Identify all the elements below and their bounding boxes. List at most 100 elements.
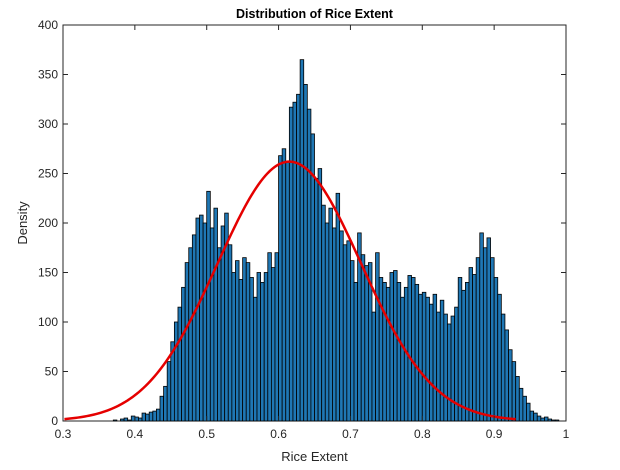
histogram-bar bbox=[285, 161, 290, 422]
histogram-bar bbox=[468, 267, 473, 422]
histogram-bar bbox=[112, 419, 118, 422]
y-tick-label: 150 bbox=[38, 266, 58, 280]
histogram-bar bbox=[123, 417, 129, 422]
histogram-bar bbox=[141, 412, 147, 422]
histogram-bar bbox=[504, 329, 509, 422]
histogram-bar bbox=[518, 387, 524, 422]
histogram-bar bbox=[163, 385, 168, 422]
histogram-bar bbox=[148, 411, 154, 422]
histogram-bar bbox=[429, 303, 434, 422]
histogram-bar bbox=[475, 257, 481, 422]
histogram-bar bbox=[278, 155, 283, 422]
histogram-bar bbox=[321, 204, 326, 422]
histogram-bar bbox=[400, 296, 405, 422]
histogram-bar bbox=[382, 281, 387, 422]
y-axis-label: Density bbox=[15, 201, 30, 245]
x-tick-label: 1 bbox=[563, 427, 570, 441]
histogram-bar bbox=[296, 93, 301, 422]
histogram-bar bbox=[184, 262, 190, 422]
histogram-bar bbox=[303, 84, 308, 422]
y-tick-label: 50 bbox=[45, 365, 59, 379]
x-tick-label: 0.4 bbox=[127, 427, 144, 441]
y-tick-label: 300 bbox=[38, 117, 58, 131]
histogram-bar bbox=[335, 192, 341, 422]
histogram-bar bbox=[324, 222, 330, 422]
x-tick-label: 0.5 bbox=[198, 427, 215, 441]
histogram-bar bbox=[120, 418, 125, 422]
histogram-bar bbox=[202, 222, 208, 422]
histogram-bar bbox=[263, 272, 269, 422]
histogram-bar bbox=[339, 230, 344, 422]
histogram-bar bbox=[490, 257, 495, 422]
histogram-bar bbox=[152, 410, 157, 422]
histogram-bar bbox=[227, 244, 233, 422]
histogram-bar bbox=[281, 148, 287, 422]
histogram-bar bbox=[299, 59, 305, 422]
histogram-bar bbox=[389, 272, 394, 422]
histogram-bar bbox=[396, 281, 402, 422]
histogram-bar bbox=[511, 361, 517, 422]
histogram-bar bbox=[209, 227, 215, 422]
histogram-bar bbox=[317, 168, 323, 422]
histogram-bar bbox=[515, 376, 520, 422]
histogram-bar bbox=[134, 416, 139, 422]
histogram-bar bbox=[457, 277, 463, 422]
histogram-bar bbox=[529, 410, 535, 422]
histogram-bar bbox=[493, 277, 499, 422]
x-tick-label: 0.7 bbox=[342, 427, 359, 441]
histogram-bar bbox=[288, 106, 294, 422]
histogram-bar bbox=[425, 296, 430, 422]
histogram-bar bbox=[267, 252, 272, 422]
histogram-bar bbox=[353, 281, 359, 422]
bars-group bbox=[112, 59, 560, 422]
histogram-bar bbox=[432, 293, 438, 422]
histogram-bar bbox=[544, 416, 549, 422]
histogram-bar bbox=[245, 262, 251, 422]
histogram-bar bbox=[414, 283, 420, 422]
y-tick-label: 400 bbox=[38, 18, 58, 32]
x-tick-label: 0.9 bbox=[486, 427, 503, 441]
histogram-bar bbox=[364, 265, 369, 422]
histogram-bar bbox=[360, 254, 366, 422]
histogram-bar bbox=[443, 313, 448, 422]
normal-fit-curve bbox=[64, 160, 516, 421]
histogram-bar bbox=[270, 267, 276, 422]
histogram-bar bbox=[486, 237, 491, 422]
histogram-bar bbox=[130, 415, 136, 422]
histogram-bar bbox=[551, 419, 556, 422]
histogram-bar bbox=[292, 101, 297, 422]
histogram-bar bbox=[497, 293, 502, 422]
y-tick-label: 0 bbox=[51, 414, 58, 428]
histogram-bar bbox=[342, 244, 348, 422]
histogram-bar bbox=[378, 277, 384, 422]
histogram-bar bbox=[472, 274, 477, 422]
histogram-bar bbox=[482, 247, 488, 422]
histogram-bar bbox=[479, 232, 484, 422]
histogram-bar bbox=[418, 293, 423, 422]
histogram-bar bbox=[238, 279, 244, 422]
y-tick-label: 250 bbox=[38, 167, 58, 181]
histogram-bar bbox=[159, 395, 164, 422]
histogram-bar bbox=[464, 281, 470, 422]
histogram-bar bbox=[260, 281, 265, 422]
histogram-bar bbox=[256, 272, 262, 422]
y-tick-label: 200 bbox=[38, 216, 58, 230]
histogram-bar bbox=[547, 418, 553, 422]
histogram-bar bbox=[350, 260, 355, 422]
histogram-bar bbox=[554, 419, 560, 422]
histogram-bar bbox=[346, 240, 351, 422]
x-axis-label: Rice Extent bbox=[281, 449, 348, 464]
histogram-bar bbox=[436, 311, 441, 422]
histogram-bar bbox=[522, 395, 527, 422]
histogram-bar bbox=[421, 291, 427, 422]
histogram-bar bbox=[533, 412, 538, 422]
histogram-bar bbox=[328, 207, 333, 422]
histogram-bar bbox=[217, 247, 222, 422]
histogram-bar bbox=[306, 108, 312, 422]
histogram-bar bbox=[181, 286, 186, 422]
histogram-bar bbox=[206, 190, 211, 422]
histogram-bar bbox=[411, 277, 416, 422]
histogram-bar bbox=[375, 252, 380, 422]
histogram-bar bbox=[199, 214, 204, 422]
